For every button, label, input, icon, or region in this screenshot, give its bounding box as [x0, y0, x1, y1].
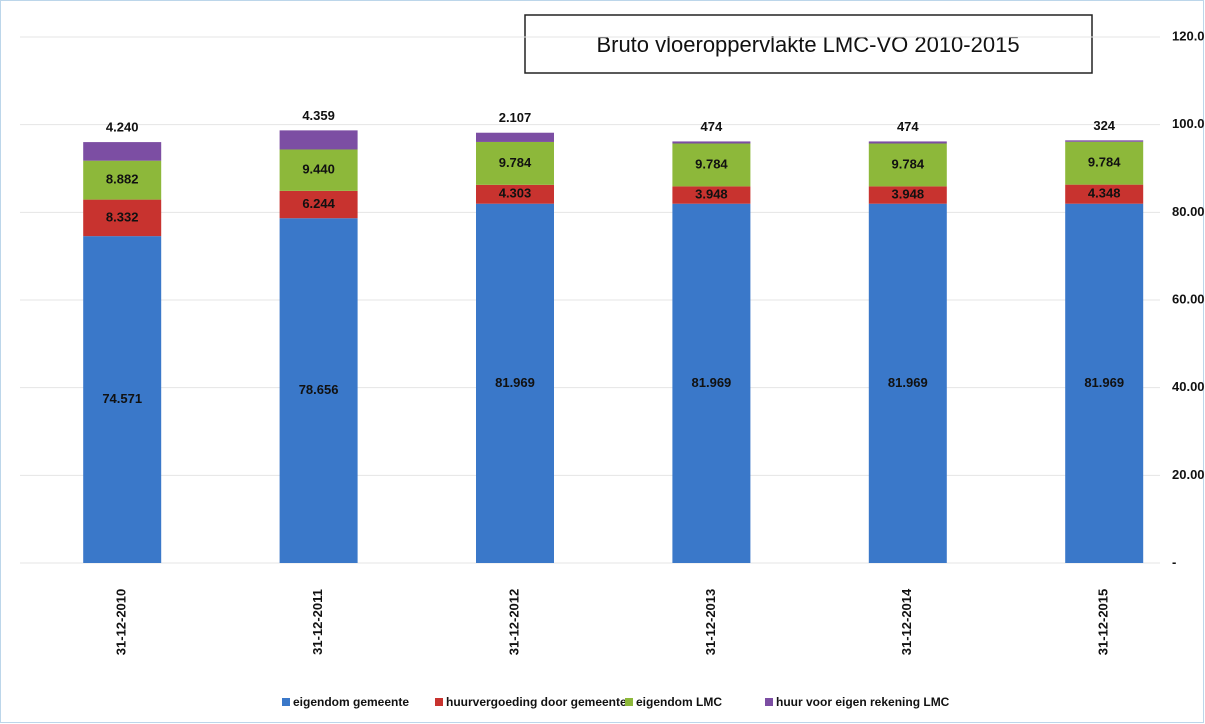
y-tick-label: 80.000	[1172, 204, 1205, 219]
title-box	[524, 14, 1093, 74]
x-tick-label: 31-12-2010	[114, 589, 129, 656]
data-label: 9.784	[1088, 155, 1121, 170]
data-label: 8.332	[106, 209, 139, 224]
bar-segment	[1065, 141, 1144, 185]
bar-segment	[279, 149, 358, 191]
y-tick-label: 40.000	[1172, 379, 1205, 394]
bar-segment	[83, 199, 162, 237]
data-label: 6.244	[302, 196, 335, 211]
legend-label: huur voor eigen rekening LMC	[776, 695, 950, 709]
bar-segment	[83, 236, 162, 564]
x-tick-label: 31-12-2013	[703, 589, 718, 656]
y-tick-label: 100.000	[1172, 116, 1205, 131]
data-label: 4.240	[106, 120, 139, 135]
x-tick-label: 31-12-2012	[506, 589, 521, 656]
data-label: 2.107	[499, 110, 532, 125]
bar-segment	[672, 203, 751, 563]
data-label: 81.969	[888, 375, 928, 390]
chart-title: Bruto vloeroppervlakte LMC-VO 2010-2015	[596, 32, 1019, 57]
data-label: 8.882	[106, 172, 139, 187]
bar-segment	[868, 186, 947, 204]
bar-segment	[476, 141, 554, 185]
data-label: 74.571	[102, 391, 142, 406]
bar-segment	[1065, 203, 1144, 563]
bar-segment	[83, 160, 162, 200]
data-label: 474	[701, 119, 723, 134]
grid	[20, 36, 1160, 564]
data-label: 9.440	[302, 162, 335, 177]
y-tick-label: 60.000	[1172, 291, 1205, 306]
data-label: 3.948	[892, 186, 925, 201]
y-tick-label: 120.000	[1172, 28, 1205, 43]
data-label: 9.784	[695, 156, 728, 171]
legend-swatch	[765, 698, 773, 706]
bar-segment	[83, 142, 162, 161]
bar-segment	[279, 130, 358, 150]
data-label: 78.656	[299, 382, 339, 397]
data-label: 4.348	[1088, 186, 1121, 201]
bar-segment	[672, 143, 751, 187]
bar-segment	[868, 203, 947, 563]
bar-segment	[476, 184, 554, 204]
bar-segment	[279, 218, 358, 563]
bar-segment	[672, 186, 751, 204]
data-label: 4.303	[499, 186, 532, 201]
data-label: 9.784	[892, 156, 925, 171]
x-tick-label: 31-12-2014	[899, 588, 914, 655]
bar-segment	[476, 203, 554, 563]
legend-label: eigendom gemeente	[293, 695, 409, 709]
legend-label: eigendom LMC	[636, 695, 722, 709]
data-label: 474	[897, 119, 919, 134]
data-label: 4.359	[302, 108, 335, 123]
bar-segment	[672, 141, 751, 144]
bar-segment	[279, 190, 358, 219]
data-label: 81.969	[1084, 375, 1124, 390]
legend-swatch	[625, 698, 633, 706]
bar-segment	[1065, 140, 1144, 142]
y-tick-label: -	[1172, 554, 1176, 569]
data-label: 3.948	[695, 186, 728, 201]
y-tick-label: 20.000	[1172, 467, 1205, 482]
bar-segment	[1065, 184, 1144, 204]
legend-swatch	[435, 698, 443, 706]
legend-swatch	[282, 698, 290, 706]
x-tick-label: 31-12-2011	[310, 589, 325, 655]
bar-segment	[868, 143, 947, 187]
legend-label: huurvergoeding door gemeente	[446, 695, 627, 709]
data-label: 81.969	[692, 375, 732, 390]
data-label: 81.969	[495, 375, 535, 390]
bar-segment	[476, 132, 554, 142]
x-tick-label: 31-12-2015	[1096, 589, 1111, 656]
bar-segment	[868, 141, 947, 144]
data-label: 9.784	[499, 155, 532, 170]
data-label: 324	[1093, 118, 1115, 133]
